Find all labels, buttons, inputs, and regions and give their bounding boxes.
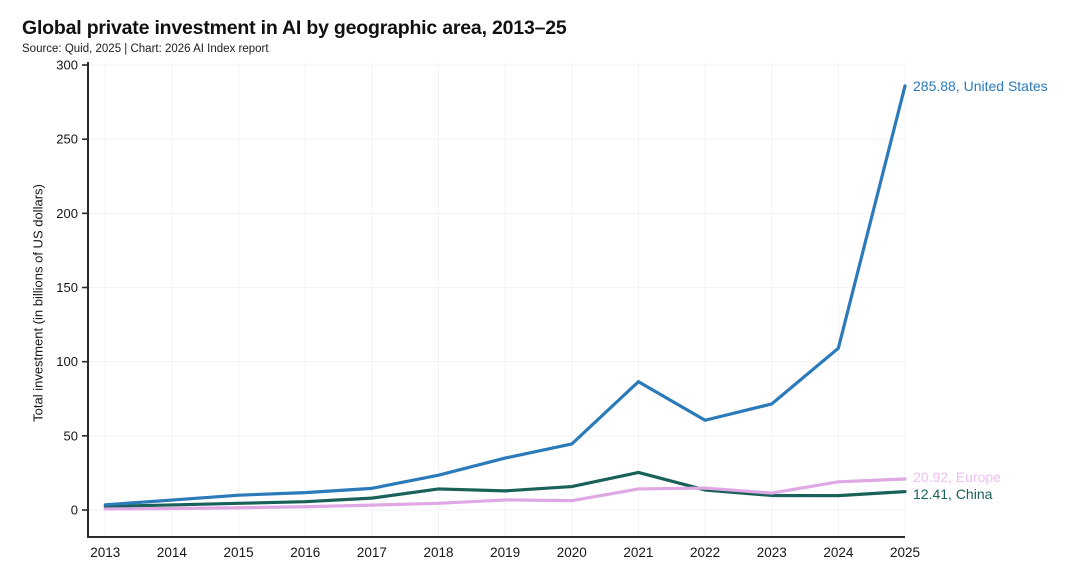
- series-line-china: [103, 470, 907, 509]
- x-tick-label: 2015: [224, 545, 254, 560]
- chart-title: Global private investment in AI by geogr…: [22, 17, 567, 39]
- y-tick-label: 200: [56, 206, 78, 221]
- x-tick-label: 2019: [490, 545, 520, 560]
- series-end-label-united-states: 285.88, United States: [913, 78, 1048, 94]
- y-tick-label: 100: [56, 354, 78, 369]
- x-tick-label: 2013: [90, 545, 120, 560]
- series-end-label-europe: 20.92, Europe: [913, 469, 1001, 485]
- y-tick-label: 150: [56, 280, 78, 295]
- y-tick-label: 250: [56, 132, 78, 147]
- y-tick-label: 50: [64, 428, 78, 443]
- series-end-label-china: 12.41, China: [913, 486, 993, 502]
- x-tick-label: 2017: [357, 545, 387, 560]
- x-tick-label: 2014: [157, 545, 188, 560]
- x-tick-label: 2025: [890, 545, 920, 560]
- x-tick-label: 2021: [623, 545, 653, 560]
- x-tick-label: 2020: [557, 545, 587, 560]
- chart-source-caption: Source: Quid, 2025 | Chart: 2026 AI Inde…: [22, 43, 269, 55]
- x-tick-label: 2022: [690, 545, 720, 560]
- y-tick-label: 0: [71, 503, 78, 518]
- x-tick-label: 2018: [423, 545, 453, 560]
- x-tick-label: 2016: [290, 545, 320, 560]
- series-line-united-states: [103, 84, 907, 507]
- axis-frame: [87, 62, 905, 538]
- series-line-europe: [103, 477, 907, 511]
- x-tick-label: 2024: [823, 545, 854, 560]
- x-tick-label: 2023: [757, 545, 787, 560]
- y-tick-label: 300: [56, 58, 78, 73]
